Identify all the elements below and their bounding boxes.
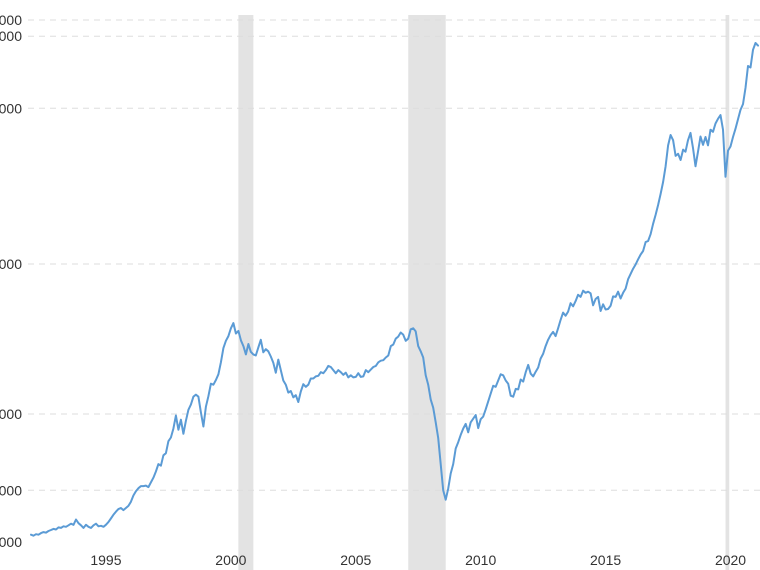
recession-band <box>725 15 730 570</box>
x-tick-label: 1995 <box>90 552 121 568</box>
x-tick-label: 2010 <box>465 552 496 568</box>
x-axis-tick-labels: 1995 2000 2005 2010 2015 2020 <box>90 552 746 568</box>
x-tick-label: 2005 <box>340 552 371 568</box>
recession-bands <box>238 15 730 570</box>
series-line <box>30 42 759 537</box>
gridlines <box>28 19 760 491</box>
y-tick-label: 000 <box>0 256 22 272</box>
y-tick-label: 000 <box>0 28 22 44</box>
x-tick-label: 2020 <box>715 552 746 568</box>
y-tick-label: 000 <box>0 406 22 422</box>
recession-band <box>408 15 446 570</box>
recession-band <box>238 15 254 570</box>
y-tick-label: 000 <box>0 482 22 498</box>
y-tick-label: 000 <box>0 100 22 116</box>
x-tick-label: 2000 <box>215 552 246 568</box>
series-group <box>30 42 759 537</box>
y-tick-label: 000 <box>0 12 22 28</box>
x-tick-label: 2015 <box>590 552 621 568</box>
y-tick-label: 000 <box>0 534 22 550</box>
